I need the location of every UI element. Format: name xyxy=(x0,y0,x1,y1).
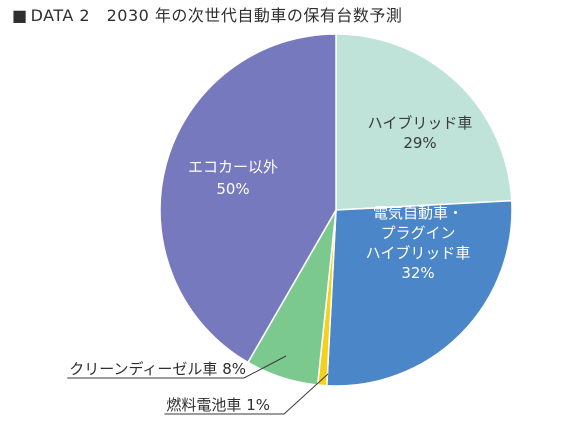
pie-slice-0 xyxy=(335,33,513,211)
slice-category-label-4-line-0: エコカー以外 xyxy=(188,158,278,176)
slice-category-label-1-line-2: ハイブリッド車 xyxy=(366,244,471,262)
chart-title-text: DATA 2 2030 年の次世代自動車の保有台数予測 xyxy=(30,6,403,25)
chart-title: ■ DATA 2 2030 年の次世代自動車の保有台数予測 xyxy=(12,2,402,26)
slice-category-label-1-line-0: 電気自動車・ xyxy=(373,204,463,222)
leader-line-2 xyxy=(164,373,329,415)
title-square-marker: ■ xyxy=(12,6,28,25)
slice-value-label-0: 29% xyxy=(403,134,436,152)
pie-slice-4 xyxy=(159,33,337,364)
pie-slices xyxy=(159,33,513,387)
slice-value-label-4: 50% xyxy=(216,180,249,198)
slice-value-label-1: 32% xyxy=(401,264,434,282)
slice-category-label-0-line-0: ハイブリッド車 xyxy=(368,114,473,132)
slice-outside-label-2: 燃料電池車 1% xyxy=(166,396,270,414)
pie-slice-1 xyxy=(326,200,513,387)
slice-outside-label-3: クリーンディーゼル車 8% xyxy=(69,360,246,378)
leader-lines xyxy=(67,355,329,415)
slice-category-label-1-line-1: プラグイン xyxy=(380,224,455,242)
leader-line-3 xyxy=(67,355,287,379)
